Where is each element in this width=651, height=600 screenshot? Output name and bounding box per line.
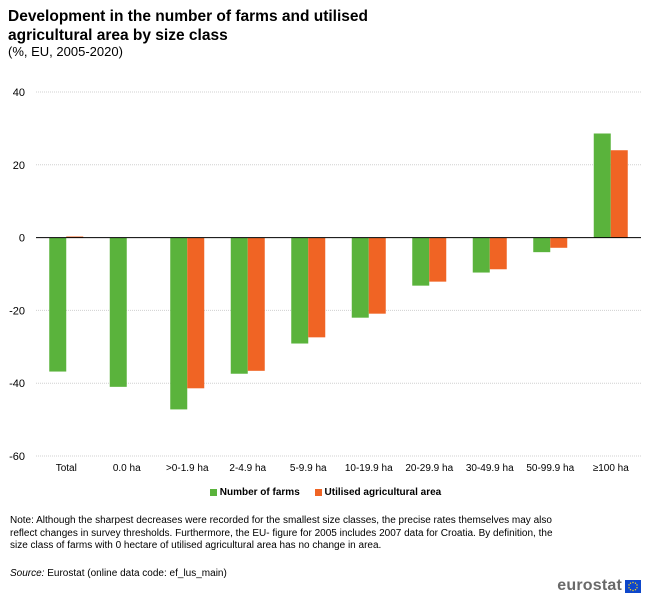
- x-tick-label: 30-49.9 ha: [466, 463, 514, 474]
- y-tick-label: 40: [13, 87, 25, 99]
- eurostat-logo: eurostat: [557, 577, 641, 594]
- legend-label-area: Utilised agricultural area: [324, 487, 442, 498]
- eu-flag-icon: [625, 579, 641, 593]
- grid-lines: [36, 91, 641, 457]
- bar-area: [429, 237, 447, 282]
- x-tick-label: 10-19.9 ha: [345, 463, 393, 474]
- bar-chart: 40 20 0 -20 -40 -60 Total 0.0 ha >0-1.9 ha 2-4.9…: [9, 87, 641, 474]
- legend-label-farms: Number of farms: [219, 487, 300, 498]
- source-label: Source:: [10, 568, 45, 579]
- x-tick-label: 5-9.9 ha: [290, 463, 327, 474]
- x-tick-label: 50-99.9 ha: [526, 463, 574, 474]
- logo-text: eurostat: [557, 577, 622, 594]
- y-tick-label: 0: [19, 233, 25, 245]
- legend-swatch-area: [314, 488, 322, 496]
- legend-item-area: Utilised agricultural area: [314, 487, 442, 498]
- chart-note: Note: Although the sharpest decreases we…: [10, 515, 553, 551]
- legend-swatch-farms: [209, 488, 217, 496]
- x-tick-label: >0-1.9 ha: [166, 463, 209, 474]
- bar-area: [368, 237, 386, 314]
- chart-subtitle: (%, EU, 2005-2020): [8, 44, 123, 59]
- bar-area: [187, 237, 205, 389]
- bar-area: [247, 237, 265, 371]
- bar-farms: [49, 237, 67, 372]
- y-tick-label: 20: [13, 160, 25, 172]
- legend: Number of farms Utilised agricultural ar…: [0, 487, 651, 498]
- x-tick-label: 20-29.9 ha: [405, 463, 453, 474]
- bar-area: [550, 237, 568, 248]
- bar-farms: [412, 237, 430, 286]
- chart-title: Development in the number of farms and u…: [8, 8, 368, 44]
- x-tick-label: 0.0 ha: [113, 463, 141, 474]
- x-tick-label: 2-4.9 ha: [229, 463, 266, 474]
- bar-farms: [351, 237, 369, 318]
- bar-farms: [593, 133, 611, 238]
- bar-area: [66, 236, 84, 238]
- bar-farms: [230, 237, 248, 374]
- bar-area: [610, 150, 628, 238]
- x-tick-label: ≥100 ha: [593, 463, 630, 474]
- bar-area: [489, 237, 507, 270]
- bar-farms: [109, 237, 127, 387]
- bar-farms: [170, 237, 188, 410]
- bar-farms: [533, 237, 551, 253]
- bar-farms: [291, 237, 309, 344]
- y-axis-ticks: 40 20 0 -20 -40 -60: [9, 87, 25, 463]
- x-axis-ticks: Total 0.0 ha >0-1.9 ha 2-4.9 ha 5-9.9 ha 10-1…: [56, 463, 630, 474]
- y-tick-label: -40: [9, 378, 25, 390]
- chart-source: Source: Eurostat (online data code: ef_l…: [10, 568, 227, 579]
- bar-farms: [472, 237, 490, 273]
- y-tick-label: -20: [9, 305, 25, 317]
- legend-item-farms: Number of farms: [209, 487, 300, 498]
- x-tick-label: Total: [56, 463, 77, 474]
- y-tick-label: -60: [9, 451, 25, 463]
- bars: [49, 133, 628, 410]
- bar-area: [308, 237, 326, 338]
- source-text: Eurostat (online data code: ef_lus_main): [47, 568, 227, 579]
